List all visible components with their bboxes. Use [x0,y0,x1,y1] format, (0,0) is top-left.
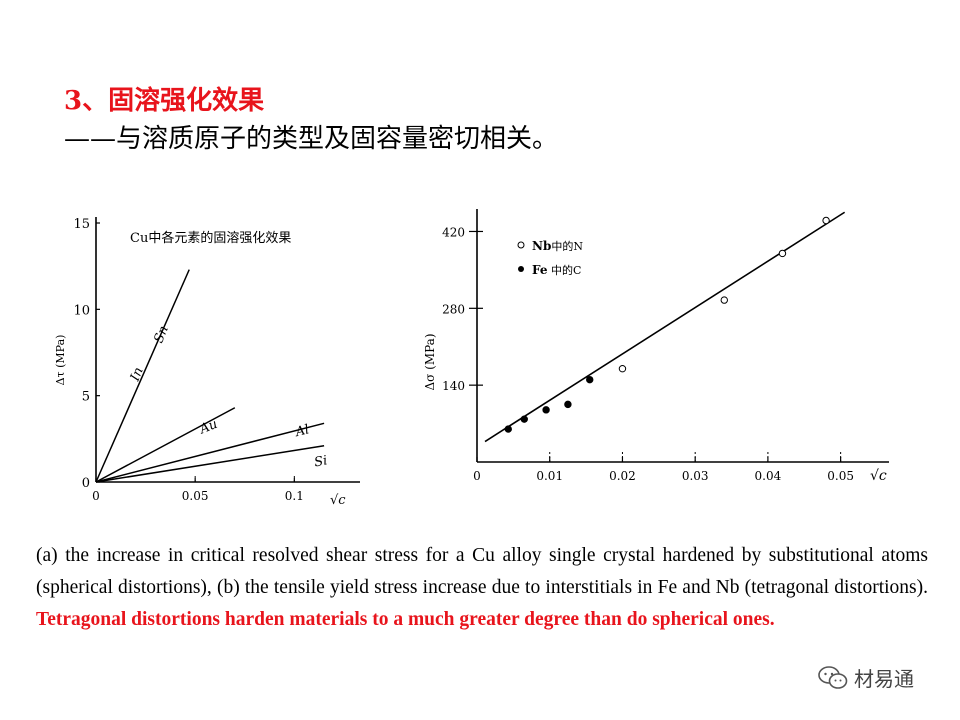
series-line-sn [95,269,190,483]
figure-b-chart: Δσ (MPa) √c Nb中的N Fe 中的C 140 280 420 0 0.01 0… [423,209,889,484]
x-tick-label: 0.01 [536,469,563,483]
y-tick-label: 15 [73,217,90,232]
series-label-si: Si [313,453,328,470]
series-label-in: In [127,365,146,384]
legend-nb-strong: Nb [532,239,551,253]
y-tick-label: 0 [82,476,90,491]
watermark: 材易通 [818,663,914,692]
slide-subtitle: ——与溶质原子的类型及固容量密切相关。 [64,124,559,154]
data-point-filled [542,406,550,414]
figure-a-xlabel: √c [330,493,346,508]
legend-fe-strong: Fe [532,263,548,277]
svg-text:Nb中的N: Nb中的N [532,239,583,253]
y-tick-label: 280 [442,302,465,316]
y-tick-label: 420 [442,225,465,239]
figure-b-panel: Δσ (MPa) √c Nb中的N Fe 中的C 140 280 420 0 0.01 0… [420,196,896,496]
data-point-open [778,249,787,258]
legend-open-marker [517,241,525,249]
caption-text: (a) the increase in critical resolved sh… [36,545,928,598]
x-tick-label: 0.02 [609,469,636,483]
data-point-filled [564,400,572,409]
x-tick-label: 0.04 [755,469,782,483]
watermark-text: 材易通 [854,667,914,691]
series-label-al: Al [293,422,311,440]
fit-line [484,211,846,443]
data-point-filled [586,375,594,384]
slide-title: 3、固溶强化效果 [64,86,265,116]
figure-a-chart: Cu中各元素的固溶强化效果 Δτ (MPa) √c 0 5 10 15 0 0.05 0.1… [54,217,362,508]
legend-filled-marker [518,266,524,272]
x-tick-label: 0.05 [182,489,209,503]
caption-highlight: Tetragonal distortions harden materials … [36,609,775,630]
x-tick-label: 0 [92,489,100,503]
figure-a-panel: Cu中各元素的固溶强化效果 Δτ (MPa) √c 0 5 10 15 0 0.05 0.1… [48,200,362,510]
legend-fe-label: 中的C [548,263,582,277]
series-line-si [95,444,325,483]
x-tick-label: 0.1 [285,489,304,503]
figure-caption: (a) the increase in critical resolved sh… [36,540,928,636]
data-point-filled [504,425,512,433]
figure-a-inner-title: Cu中各元素的固溶强化效果 [130,230,291,246]
x-tick-label: 0.05 [827,469,854,483]
data-point-open [822,216,830,225]
legend-nb-label: 中的N [551,239,583,253]
series-line-au [95,407,236,483]
y-tick-label: 10 [73,303,90,318]
series-line-al [95,422,325,483]
y-tick-label: 5 [82,390,90,405]
x-tick-label: 0 [473,469,481,483]
series-label-au: Au [197,417,220,438]
x-tick-label: 0.03 [682,469,709,483]
figure-a-ylabel: Δτ (MPa) [54,335,67,386]
data-point-open [720,296,728,304]
data-point-filled [520,415,528,423]
wechat-icon [818,665,848,689]
y-tick-label: 140 [442,379,465,393]
figure-b-xlabel: √c [870,468,887,484]
figure-b-ylabel: Δσ (MPa) [423,333,437,390]
data-point-open [618,364,627,373]
figure-b-legend: Nb中的N Fe 中的C [517,239,583,277]
svg-text:Fe 中的C: Fe 中的C [532,263,581,277]
series-label-sn: Sn [151,324,171,346]
